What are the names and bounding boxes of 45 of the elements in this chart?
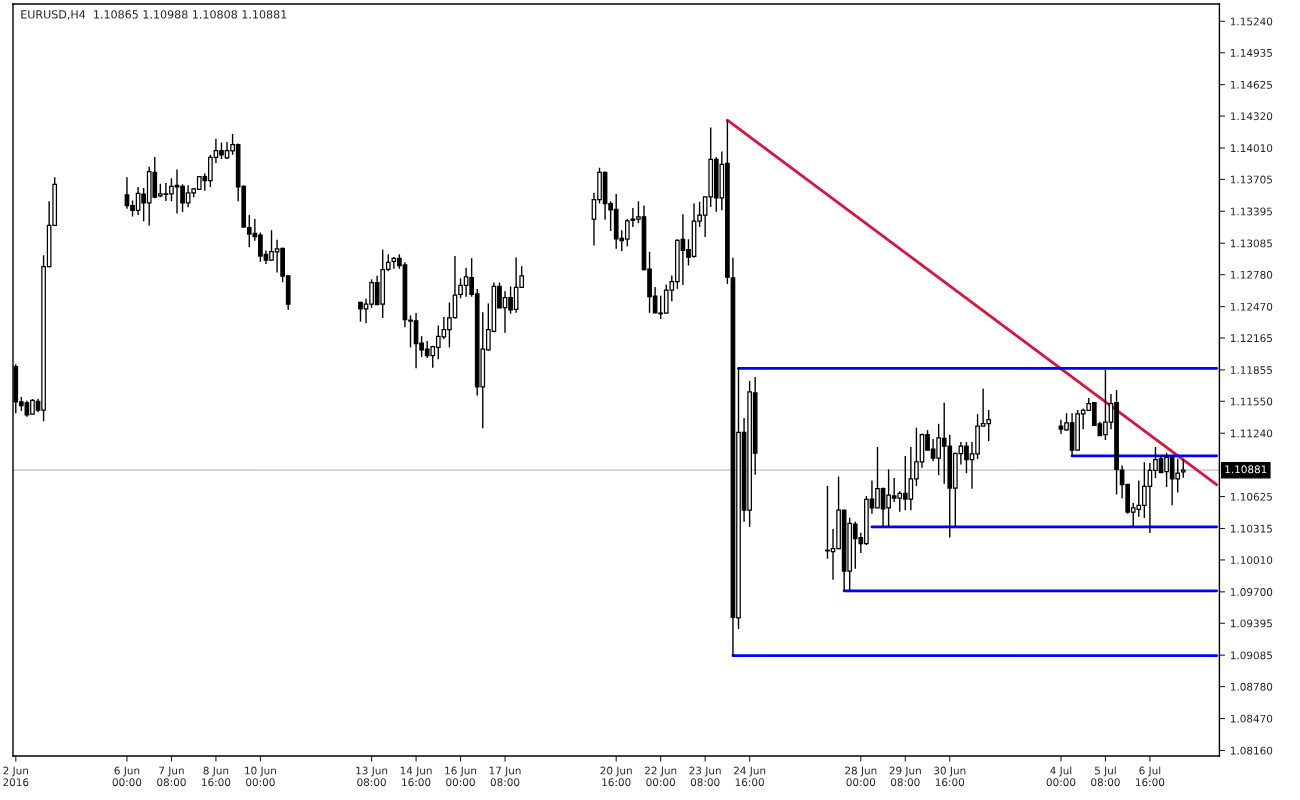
x-tick-label: 4 Jul 00:00	[1046, 766, 1076, 787]
y-tick-label: 1.11240	[1230, 429, 1273, 438]
chart-title: EURUSD,H4 1.10865 1.10988 1.10808 1.10881	[21, 10, 287, 20]
x-tick-label: 16 Jun 00:00	[445, 766, 477, 787]
x-tick-label: 29 Jun 08:00	[889, 766, 921, 787]
y-tick-label: 1.10010	[1230, 556, 1273, 565]
y-tick-label: 1.15240	[1230, 17, 1273, 26]
y-tick-label: 1.09700	[1230, 588, 1273, 596]
y-tick-label: 1.11550	[1230, 397, 1273, 406]
x-tick-label: 17 Jun 08:00	[489, 766, 521, 787]
y-tick-label: 1.08160	[1230, 746, 1273, 755]
y-tick-label: 1.14320	[1230, 112, 1273, 121]
y-tick-label: 1.13705	[1230, 175, 1272, 184]
x-tick-label: 13 Jun 08:00	[356, 766, 388, 787]
y-tick-label: 1.09085	[1230, 651, 1272, 660]
y-tick-label: 1.14625	[1230, 80, 1272, 89]
x-tick-label: 23 Jun 08:00	[689, 766, 721, 787]
x-tick-label: 24 Jun 16:00	[733, 766, 766, 787]
y-tick-label: 1.08780	[1230, 682, 1273, 691]
y-tick-label: 1.10315	[1230, 524, 1272, 533]
x-tick-label: 20 Jun 16:00	[600, 766, 632, 787]
x-tick-label: 6 Jun 00:00	[112, 766, 142, 787]
ref-line-label: 1.10881	[1225, 465, 1267, 474]
x-tick-label: 30 Jun 16:00	[934, 766, 966, 787]
y-tick-label: 1.09395	[1230, 619, 1272, 628]
x-tick-label: 6 Jul 16:00	[1136, 766, 1165, 787]
y-tick-label: 1.12780	[1230, 270, 1273, 279]
candlestick	[1180, 458, 1186, 479]
y-tick-label: 1.08470	[1230, 714, 1273, 723]
x-tick-label: 22 Jun 00:00	[645, 766, 677, 787]
x-tick-label: 7 Jun 08:00	[157, 766, 186, 787]
y-tick-label: 1.12470	[1230, 302, 1273, 311]
y-tick-label: 1.14935	[1230, 48, 1272, 57]
y-tick-label: 1.13085	[1230, 239, 1272, 248]
y-tick-label: 1.10625	[1230, 492, 1272, 501]
x-tick-label: 5 Jul 08:00	[1091, 766, 1120, 787]
x-tick-label: 2 Jun 2016	[3, 766, 29, 787]
x-tick-label: 28 Jun 00:00	[845, 766, 877, 787]
x-tick-label: 8 Jun 16:00	[202, 766, 231, 787]
y-tick-label: 1.11855	[1230, 366, 1272, 375]
x-tick-label: 10 Jun 00:00	[245, 766, 276, 787]
x-tick-label: 14 Jun 16:00	[400, 766, 432, 787]
y-tick-label: 1.12165	[1230, 334, 1272, 343]
y-tick-label: 1.14010	[1230, 144, 1273, 153]
y-tick-label: 1.13395	[1230, 207, 1272, 216]
